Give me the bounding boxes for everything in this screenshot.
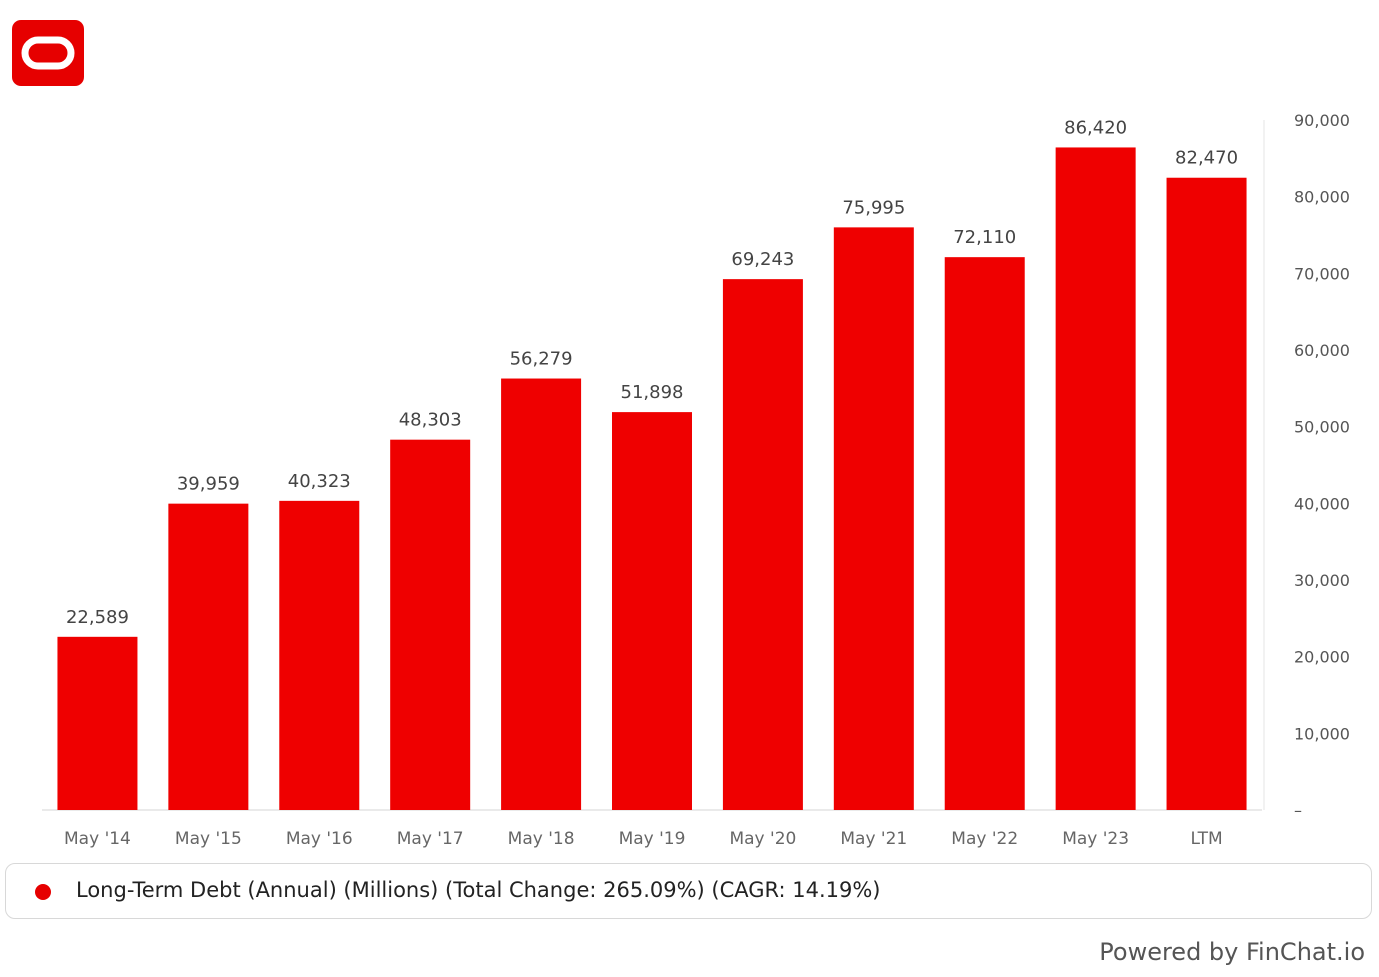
x-tick-label: May '14 (64, 829, 131, 849)
x-tick-label: May '16 (286, 829, 353, 849)
bar (57, 636, 138, 810)
bar-value-label: 69,243 (731, 249, 794, 270)
x-tick-label: May '19 (619, 829, 686, 849)
bar-value-label: 40,323 (288, 471, 351, 492)
bar-value-label: 51,898 (621, 382, 684, 403)
y-tick-label: 90,000 (1294, 111, 1350, 130)
y-tick-label: 60,000 (1294, 341, 1350, 360)
x-tick-label: May '15 (175, 829, 242, 849)
y-tick-label: 20,000 (1294, 648, 1350, 667)
bar-value-label: 75,995 (842, 197, 905, 218)
y-tick-label: 80,000 (1294, 188, 1350, 207)
bar (722, 279, 803, 811)
x-tick-label: May '20 (729, 829, 796, 849)
x-tick-label: LTM (1190, 829, 1222, 849)
bar (612, 412, 692, 810)
x-tick-label: May '23 (1062, 829, 1129, 849)
bar-value-label: 48,303 (399, 410, 462, 431)
bar-chart: – 10,000 20,000 30,000 40,000 50,000 60,000 70,… (42, 111, 1350, 849)
legend-label: Long-Term Debt (Annual) (Millions) (Tota… (76, 878, 881, 902)
powered-by-footer: Powered by FinChat.io (1099, 938, 1365, 966)
bar-value-label: 22,589 (66, 607, 129, 628)
x-tick-label: May '22 (951, 829, 1018, 849)
x-tick-label: May '17 (397, 829, 464, 849)
bar (944, 257, 1025, 810)
legend[interactable]: Long-Term Debt (Annual) (Millions) (Tota… (5, 863, 1372, 919)
x-tick-label: May '21 (840, 829, 907, 849)
bar (501, 378, 582, 810)
x-tick-label: May '18 (508, 829, 575, 849)
bar-value-label: 82,470 (1175, 148, 1238, 169)
bar-value-label: 86,420 (1064, 117, 1127, 138)
oracle-logo-icon (12, 20, 84, 86)
bar (279, 500, 360, 810)
bar (833, 227, 914, 810)
bar (168, 503, 249, 810)
bar-value-label: 72,110 (953, 227, 1016, 248)
y-tick-label: 10,000 (1294, 724, 1350, 743)
bar (1055, 147, 1136, 811)
bar-value-label: 39,959 (177, 474, 240, 495)
legend-marker (35, 884, 51, 900)
y-tick-label: – (1294, 801, 1302, 820)
bar (390, 439, 471, 810)
bar (1166, 177, 1247, 811)
y-tick-label: 30,000 (1294, 571, 1350, 590)
y-tick-label: 40,000 (1294, 494, 1350, 513)
bar-value-label: 56,279 (510, 349, 573, 370)
y-tick-label: 50,000 (1294, 418, 1350, 437)
y-tick-label: 70,000 (1294, 264, 1350, 283)
